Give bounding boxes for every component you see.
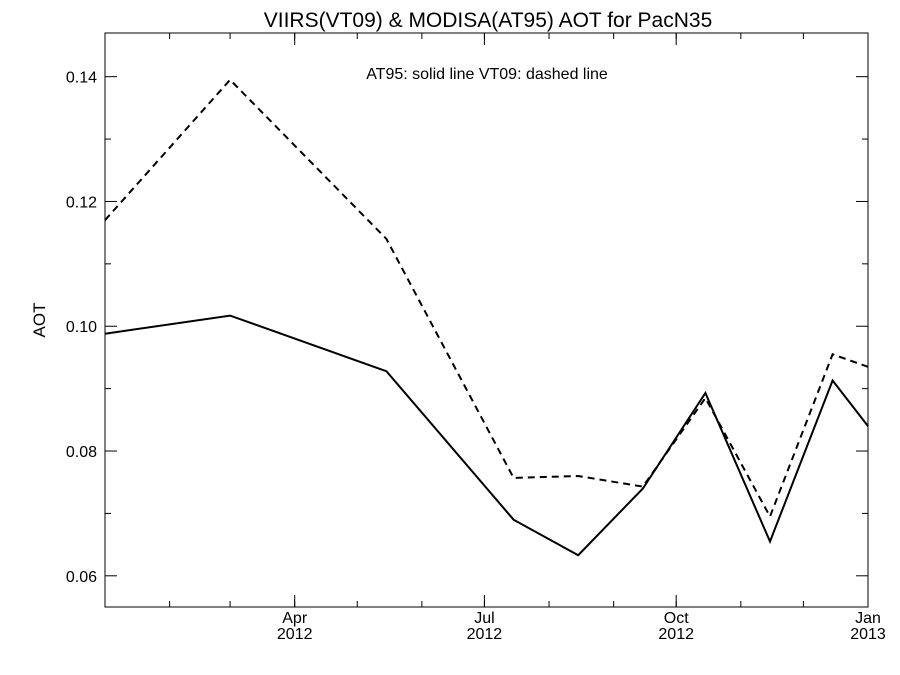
plot-frame xyxy=(104,32,869,608)
x-tick-year-label: 2012 xyxy=(467,626,503,643)
ticks: 0.060.080.100.120.14Apr2012Jul2012Oct201… xyxy=(66,33,886,643)
x-tick-month-label: Jan xyxy=(855,610,881,627)
y-tick-label: 0.14 xyxy=(66,70,97,87)
x-tick-month-label: Apr xyxy=(282,610,308,627)
y-tick-label: 0.06 xyxy=(66,569,97,586)
chart-title: VIIRS(VT09) & MODISA(AT95) AOT for PacN3… xyxy=(264,9,713,32)
y-axis-label: AOT xyxy=(30,303,49,338)
x-tick-month-label: Oct xyxy=(664,610,689,627)
x-tick-month-label: Jul xyxy=(474,610,494,627)
series-line-vt09 xyxy=(104,78,869,519)
y-tick-label: 0.12 xyxy=(66,194,97,211)
x-tick-year-label: 2012 xyxy=(658,626,694,643)
y-tick-label: 0.08 xyxy=(66,444,97,461)
x-tick-year-label: 2012 xyxy=(277,626,313,643)
series-line-at95 xyxy=(104,314,869,557)
series-layer xyxy=(104,78,869,557)
x-tick-year-label: 2013 xyxy=(850,626,886,643)
y-tick-label: 0.10 xyxy=(66,319,97,336)
legend-annotation: AT95: solid line VT09: dashed line xyxy=(366,66,608,83)
